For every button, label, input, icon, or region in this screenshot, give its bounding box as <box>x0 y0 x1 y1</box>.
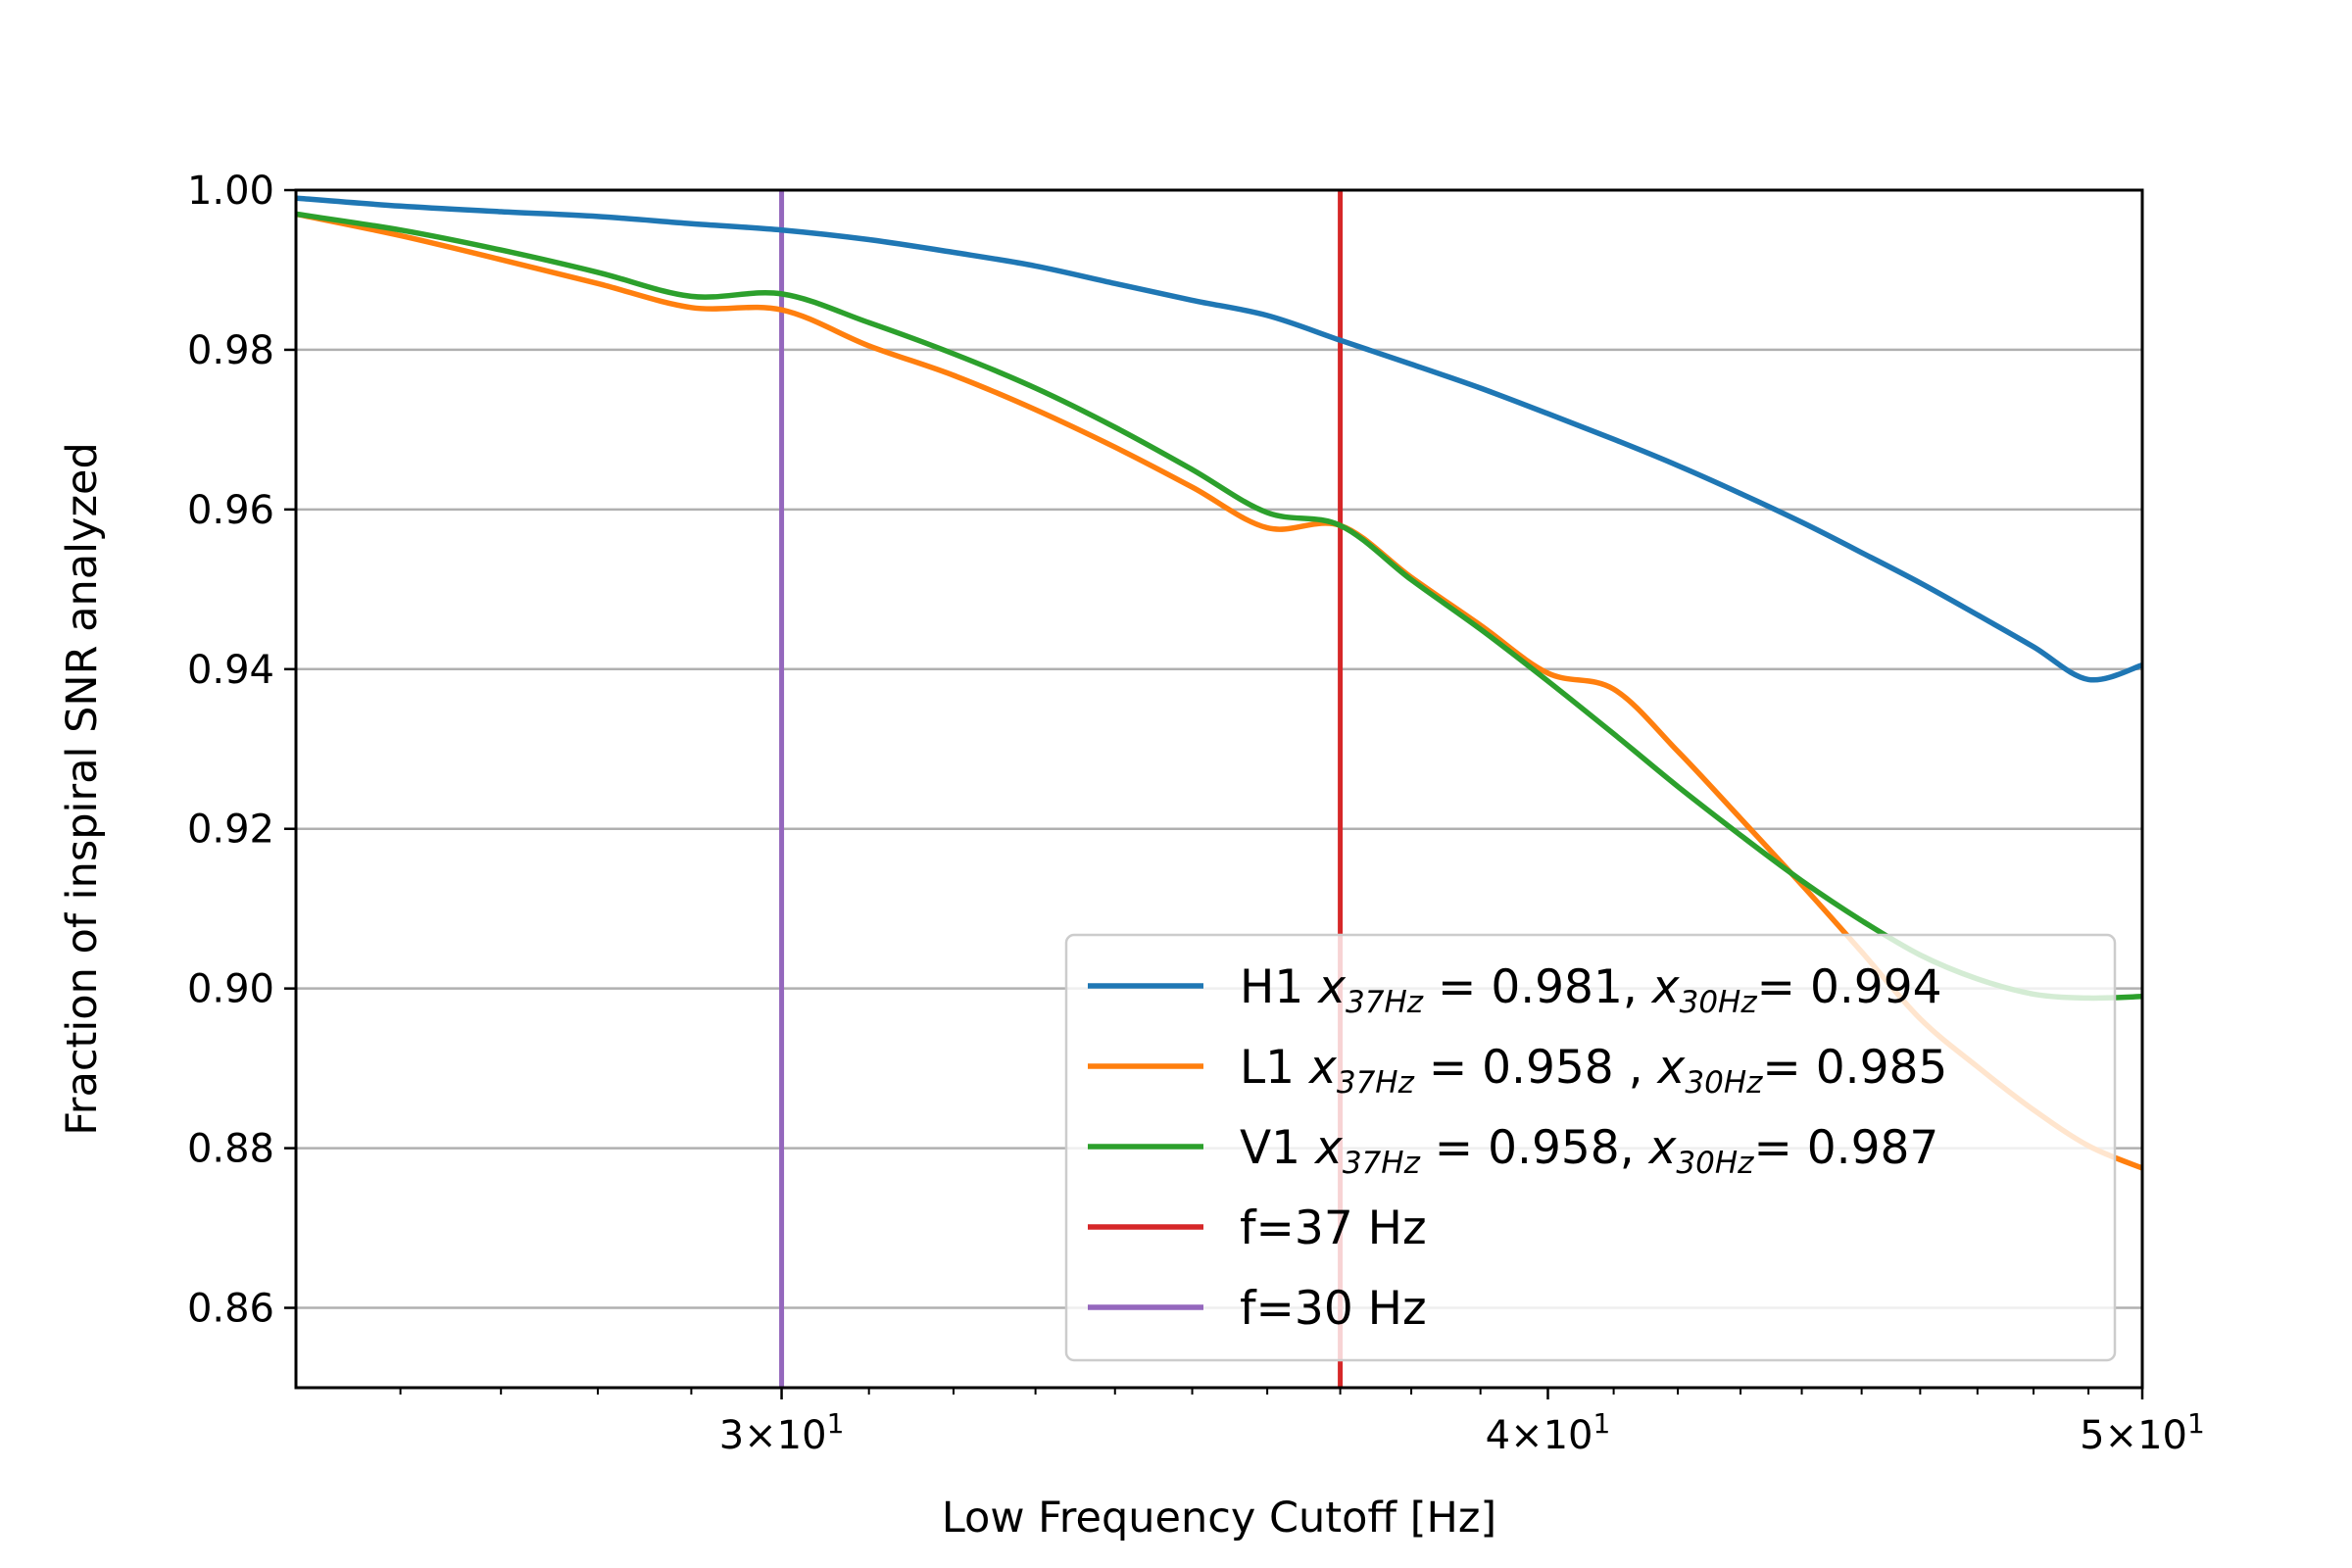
x-tick-label: 4×101 <box>1486 1407 1611 1458</box>
y-tick-label: 0.86 <box>187 1287 274 1332</box>
y-tick-label: 1.00 <box>187 169 274 214</box>
y-tick-label: 0.94 <box>187 648 274 693</box>
y-tick-label: 0.96 <box>187 488 274 533</box>
y-axis-ticks: 0.86 0.88 0.90 0.92 0.94 0.96 0.98 1.00 <box>187 169 296 1332</box>
x-axis-ticks: 3×101 4×101 5×101 <box>399 1388 2205 1458</box>
x-tick-label: 3×101 <box>719 1407 845 1458</box>
x-tick-label: 5×101 <box>2080 1407 2205 1458</box>
y-tick-label: 0.92 <box>187 808 274 853</box>
legend: H1 x37Hz = 0.981, x30Hz= 0.994 L1 x37Hz =… <box>1064 933 2117 1362</box>
legend-box <box>1064 933 2117 1362</box>
x-axis-label: Low Frequency Cutoff [Hz] <box>942 1494 1496 1543</box>
legend-entry-L1: L1 x37Hz = 0.958 , x30Hz= 0.985 <box>1240 1041 1947 1101</box>
legend-entry-H1: H1 x37Hz = 0.981, x30Hz= 0.994 <box>1240 960 1942 1020</box>
series-line-V1 <box>296 211 2142 1002</box>
y-tick-label: 0.90 <box>187 967 274 1012</box>
legend-entry-f30: f=30 Hz <box>1240 1282 1427 1336</box>
legend-entry-V1: V1 x37Hz = 0.958, x30Hz= 0.987 <box>1240 1121 1938 1181</box>
y-axis-label: Fraction of inspiral SNR analyzed <box>58 442 107 1136</box>
plot-frame <box>294 188 2144 1390</box>
y-tick-label: 0.88 <box>187 1127 274 1172</box>
series-line-H1 <box>296 195 2142 683</box>
y-tick-label: 0.98 <box>187 328 274 373</box>
legend-entry-f37: f=37 Hz <box>1240 1201 1427 1255</box>
